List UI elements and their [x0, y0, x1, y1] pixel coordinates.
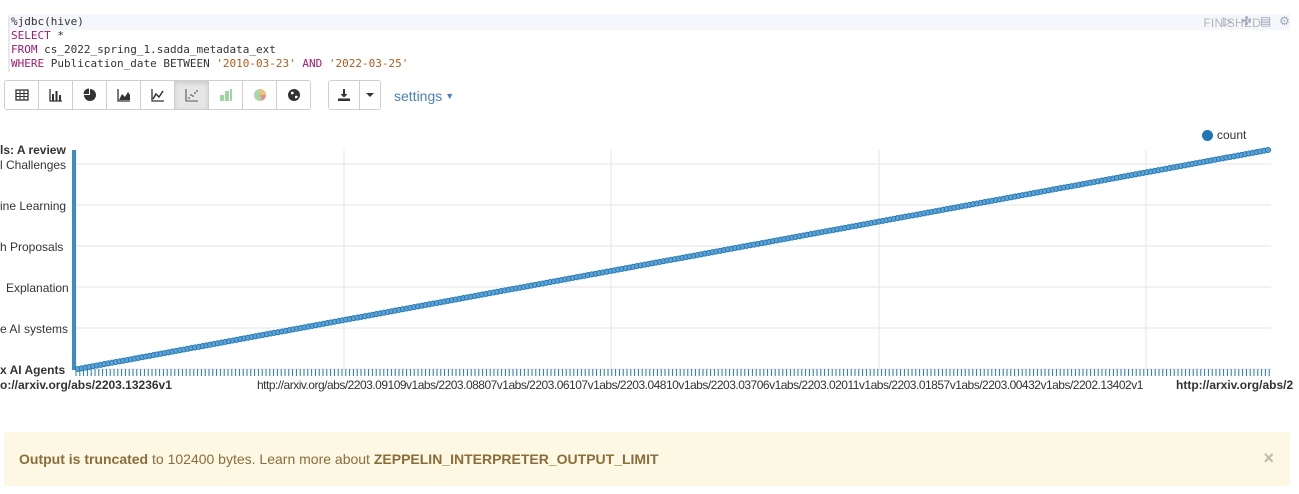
paragraph-controls: ▷ ✣ ▤ ⚙ [1221, 13, 1291, 28]
book-icon[interactable]: ▤ [1259, 13, 1272, 28]
download-button[interactable] [329, 81, 360, 109]
close-icon[interactable]: × [1263, 448, 1274, 468]
paragraph-status: FINISHED [1203, 16, 1261, 30]
bar-chart-button[interactable] [39, 81, 73, 109]
editor-gutter [8, 16, 10, 72]
x-tick-label: o://arxiv.org/abs/2203.13236v1 [0, 378, 172, 392]
code-editor[interactable]: %jdbc(hive) SELECT * FROM cs_2022_spring… [0, 12, 1290, 72]
scatter-chart-button[interactable] [175, 81, 209, 109]
pie-chart-button[interactable] [73, 81, 107, 109]
y-tick-label: l Challenges [0, 158, 67, 172]
pie-chart-icon [83, 88, 96, 101]
legend-swatch [1202, 129, 1213, 141]
y-tick-label: Explanation [6, 281, 69, 295]
area-chart-button[interactable] [107, 81, 141, 109]
code-line-1: %jdbc(hive) [11, 15, 84, 28]
fullscreen-icon[interactable]: ✣ [1241, 13, 1252, 28]
y-tick-label: x AI Agents [0, 363, 66, 377]
code-line-4: WHERE Publication_date BETWEEN '2010-03-… [11, 57, 409, 70]
banner-message: Output is truncated to 102400 bytes. Lea… [19, 451, 659, 467]
bar-green-chart-button[interactable] [209, 81, 243, 109]
banner-middle: to 102400 bytes. Learn more about [148, 451, 374, 467]
code-content[interactable]: %jdbc(hive) SELECT * FROM cs_2022_spring… [11, 15, 408, 71]
y-tick-label: e AI systems [0, 322, 69, 336]
pie-green-icon [253, 89, 266, 101]
scatter-chart-icon [184, 89, 198, 102]
x-tick-label: http://arxiv.org/abs/2 [1176, 378, 1294, 392]
bar-green-icon [219, 89, 232, 101]
chart-legend[interactable]: count [1202, 128, 1246, 142]
run-icon[interactable]: ▷ [1222, 13, 1233, 28]
scatter-chart [72, 146, 1272, 376]
banner-link[interactable]: ZEPPELIN_INTERPRETER_OUTPUT_LIMIT [373, 451, 659, 467]
scatter-point[interactable] [1264, 146, 1272, 154]
area-chart-icon [116, 89, 130, 102]
y-tick-label: h Proposals [0, 240, 64, 254]
active-line-highlight [8, 14, 1290, 30]
bar-chart-icon [48, 89, 62, 102]
gear-icon[interactable]: ⚙ [1279, 13, 1290, 28]
download-icon [338, 89, 350, 101]
x-tick-label: http://arxiv.org/abs/2203.09109v1abs/220… [257, 378, 1143, 392]
download-dropdown-button[interactable] [360, 81, 380, 109]
table-icon [14, 89, 29, 101]
output-truncated-banner: Output is truncated to 102400 bytes. Lea… [4, 432, 1290, 486]
caret-down-icon: ▼ [445, 91, 455, 101]
line-chart-icon [150, 89, 164, 102]
globe-chart-button[interactable] [277, 81, 310, 109]
table-view-button[interactable] [5, 81, 39, 109]
banner-bold-prefix: Output is truncated [19, 451, 149, 467]
globe-icon [287, 89, 300, 101]
pie-green-chart-button[interactable] [243, 81, 277, 109]
code-line-2: SELECT * [11, 29, 64, 42]
code-line-3: FROM cs_2022_spring_1.sadda_metadata_ext [11, 43, 276, 56]
download-group [328, 80, 381, 110]
y-tick-label: ls: A review [0, 143, 66, 157]
caret-down-icon [366, 93, 374, 97]
settings-label: settings [394, 88, 443, 104]
settings-dropdown[interactable]: settings ▼ [394, 88, 454, 104]
chart-type-group [4, 80, 311, 110]
chart-toolbar [4, 80, 311, 110]
y-axis-ticks [72, 150, 76, 370]
line-chart-button[interactable] [141, 81, 175, 109]
y-tick-label: ine Learning [0, 199, 67, 213]
legend-label: count [1217, 128, 1247, 142]
